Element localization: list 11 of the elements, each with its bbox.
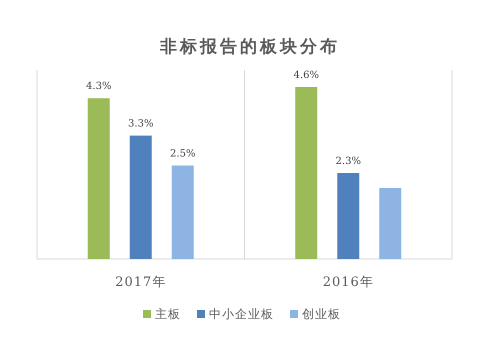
legend-label: 创业板 <box>302 307 341 321</box>
legend-label: 中小企业板 <box>209 307 274 321</box>
data-label: 2.3% <box>336 156 361 167</box>
data-label: 2.5% <box>170 148 196 160</box>
data-label: 4.6% <box>294 70 319 81</box>
legend-label: 主板 <box>155 307 181 321</box>
x-tick-label: 2017年 <box>115 275 166 290</box>
data-label: 4.3% <box>86 81 112 92</box>
title: 非标报告的板块分布 <box>160 37 340 57</box>
x-tick-label: 2016年 <box>322 275 374 290</box>
data-label: 3.3% <box>128 118 154 130</box>
